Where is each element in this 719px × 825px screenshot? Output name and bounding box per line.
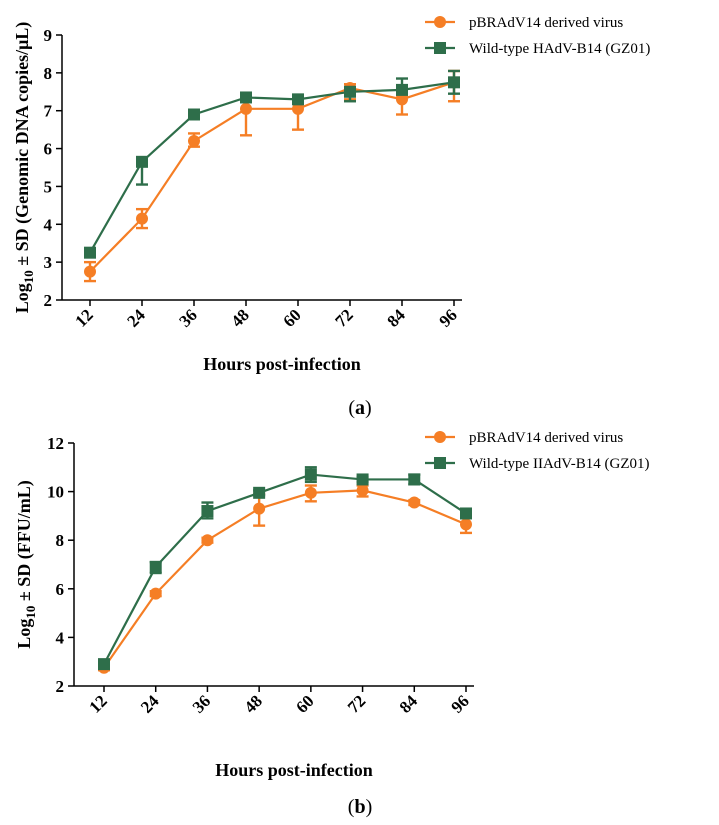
panel-caption: (b)	[348, 796, 372, 818]
x-tick-label: 48	[227, 305, 252, 330]
data-point	[188, 108, 200, 121]
data-point	[292, 93, 304, 106]
x-tick-label: 60	[292, 691, 317, 716]
y-axis-label-subscript: 10	[21, 270, 36, 283]
y-axis-label-prefix: Log	[14, 619, 34, 649]
data-point	[396, 83, 408, 96]
y-tick-label: 8	[44, 64, 53, 83]
data-point	[84, 246, 96, 259]
x-axis-label: Hours post-infection	[203, 354, 361, 374]
y-tick-label: 2	[44, 291, 53, 310]
data-point	[201, 505, 214, 518]
data-point	[136, 155, 148, 168]
y-tick-label: 4	[44, 215, 53, 234]
x-tick-label: 84	[396, 691, 422, 717]
data-point	[304, 468, 317, 481]
data-point	[460, 507, 472, 520]
legend-label: Wild-type HAdV-B14 (GZ01)	[469, 41, 650, 57]
x-tick-label: 24	[123, 305, 149, 331]
y-tick-label: 6	[56, 580, 65, 599]
x-tick-label: 84	[383, 305, 409, 331]
y-tick-label: 2	[56, 677, 65, 696]
x-tick-label: 72	[344, 691, 369, 716]
data-point	[84, 265, 96, 278]
data-point	[240, 91, 252, 104]
data-point	[408, 473, 421, 486]
caption-close: )	[366, 796, 373, 818]
y-axis-label: Log10 ± SD (FFU/mL)	[14, 480, 38, 648]
y-axis-label: Log10 ± SD (Genomic DNA copies/μL)	[12, 22, 36, 314]
caption-close: )	[365, 397, 372, 419]
data-point	[240, 102, 252, 115]
series-wild-type	[84, 69, 460, 259]
caption-open: (	[348, 796, 355, 818]
data-point	[201, 534, 214, 547]
data-point	[136, 212, 148, 225]
legend: pBRAdV14 derived virus Wild-type IIAdV-B1…	[425, 430, 649, 472]
series-line	[89, 81, 455, 273]
y-tick-label: 8	[56, 531, 65, 550]
y-axis-label-prefix: Log	[12, 283, 32, 313]
series-line	[103, 473, 467, 665]
data-point	[98, 658, 110, 671]
legend-label: pBRAdV14 derived virus	[469, 15, 623, 31]
x-tick-label: 72	[331, 305, 356, 330]
data-point	[396, 93, 408, 106]
panel-caption: (a)	[348, 397, 371, 419]
y-tick-label: 6	[44, 140, 53, 159]
legend-marker	[434, 457, 446, 469]
series-pbradv14	[84, 69, 460, 283]
data-point	[408, 496, 421, 509]
y-axis-label-subscript: 10	[23, 606, 38, 619]
series-pbradv14	[98, 484, 472, 674]
data-point	[149, 587, 162, 600]
legend-marker	[434, 431, 446, 443]
data-point	[292, 102, 304, 115]
x-tick-label: 12	[71, 305, 96, 330]
data-point	[344, 85, 356, 98]
y-tick-label: 10	[47, 483, 64, 502]
series-line	[103, 489, 467, 669]
data-point	[253, 486, 266, 499]
data-point	[188, 135, 200, 147]
caption-letter: b	[354, 796, 365, 818]
y-tick-label: 12	[47, 434, 64, 453]
x-tick-label: 96	[447, 691, 472, 716]
x-axis-label: Hours post-infection	[215, 760, 373, 780]
y-tick-label: 3	[44, 253, 53, 272]
y-axis-label-suffix: ± SD (FFU/mL)	[14, 480, 35, 605]
series-wild-type	[98, 466, 472, 671]
x-tick-label: 36	[175, 305, 200, 330]
caption-open: (	[348, 397, 355, 419]
y-tick-label: 7	[44, 102, 53, 121]
data-point	[448, 76, 460, 89]
legend: pBRAdV14 derived virus Wild-type HAdV-B14…	[425, 15, 650, 57]
series-line	[89, 81, 455, 254]
legend-marker	[434, 16, 446, 28]
x-tick-label: 24	[137, 691, 163, 717]
data-point	[253, 502, 266, 515]
x-tick-label: 48	[241, 691, 266, 716]
data-point	[304, 486, 317, 499]
chart-panel-a: 2 3 4 5 6 7 8 9 12 24 36 48 60 72 84 96 Hours post-infec…	[12, 15, 650, 419]
data-point	[356, 473, 369, 486]
data-point	[149, 560, 162, 573]
legend-label: Wild-type IIAdV-B14 (GZ01)	[469, 456, 649, 472]
data-point	[460, 518, 472, 531]
y-tick-label: 5	[44, 177, 53, 196]
y-axis-label-suffix: ± SD (Genomic DNA copies/μL)	[12, 22, 33, 271]
y-tick-label: 4	[56, 628, 65, 647]
x-tick-label: 60	[279, 305, 304, 330]
legend-label: pBRAdV14 derived virus	[469, 430, 623, 446]
x-tick-label: 36	[189, 691, 214, 716]
caption-letter: a	[355, 397, 365, 419]
x-tick-label: 12	[85, 691, 110, 716]
legend-marker	[434, 42, 446, 54]
data-point	[356, 484, 369, 497]
y-tick-label: 9	[44, 26, 53, 45]
x-tick-label: 96	[435, 305, 460, 330]
